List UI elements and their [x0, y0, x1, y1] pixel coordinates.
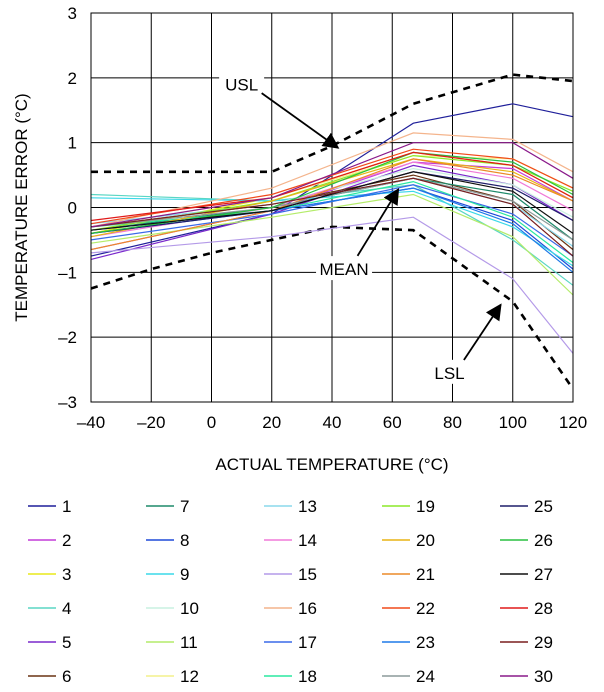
- series-line-15: [90, 216, 574, 354]
- legend-label: 13: [298, 497, 317, 516]
- x-tick-label: 80: [443, 413, 462, 432]
- legend: 1234567891011121314151617181920212223242…: [28, 497, 553, 686]
- legend-label: 15: [298, 565, 317, 584]
- legend-label: 2: [62, 531, 71, 550]
- spec-limit-lines: [90, 73, 575, 390]
- series-line-30: [90, 142, 574, 228]
- series-line-28: [90, 151, 574, 222]
- y-tick-label: –2: [58, 328, 77, 347]
- legend-label: 27: [534, 565, 553, 584]
- legend-label: 6: [62, 667, 71, 686]
- annotation-mean: MEAN: [319, 260, 368, 279]
- series-line-11: [90, 193, 574, 296]
- annotation-bg: [316, 256, 373, 281]
- legend-label: 29: [534, 633, 553, 652]
- legend-label: 21: [416, 565, 435, 584]
- legend-label: 25: [534, 497, 553, 516]
- y-tick-label: 2: [68, 69, 77, 88]
- series-line-22: [90, 148, 574, 225]
- x-tick-label: –20: [137, 413, 165, 432]
- y-tick-label: –3: [58, 393, 77, 412]
- annotation-arrow: [356, 187, 400, 257]
- annotation-arrow: [261, 92, 340, 149]
- legend-label: 5: [62, 633, 71, 652]
- legend-label: 4: [62, 599, 71, 618]
- legend-label: 19: [416, 497, 435, 516]
- legend-label: 30: [534, 667, 553, 686]
- legend-label: 10: [180, 599, 199, 618]
- annotation-lsl: LSL: [434, 364, 464, 383]
- x-tick-label: 40: [323, 413, 342, 432]
- series-line-17: [90, 184, 574, 257]
- y-axis-label: TEMPERATURE ERROR (°C): [12, 93, 31, 321]
- x-tick-labels: –40 –20 0 20 40 60 80 100 120: [77, 413, 587, 432]
- x-axis-label: ACTUAL TEMPERATURE (°C): [215, 455, 448, 474]
- x-tick-label: 60: [383, 413, 402, 432]
- limit-line-lsl: [90, 225, 575, 390]
- legend-label: 22: [416, 599, 435, 618]
- x-tick-label: 0: [207, 413, 216, 432]
- series-line-16: [90, 132, 574, 228]
- annotation-usl: USL: [225, 75, 258, 94]
- y-tick-label: –1: [58, 263, 77, 282]
- legend-label: 26: [534, 531, 553, 550]
- legend-label: 17: [298, 633, 317, 652]
- y-tick-label: 1: [68, 134, 77, 153]
- legend-label: 20: [416, 531, 435, 550]
- x-tick-label: 120: [559, 413, 587, 432]
- legend-label: 16: [298, 599, 317, 618]
- series-line-29: [90, 177, 574, 257]
- legend-label: 1: [62, 497, 71, 516]
- annotations: USL MEAN LSL: [219, 71, 502, 384]
- y-tick-label: 3: [68, 4, 77, 23]
- legend-label: 18: [298, 667, 317, 686]
- series-line-21: [90, 158, 574, 251]
- annotation-arrow: [463, 303, 502, 361]
- legend-label: 12: [180, 667, 199, 686]
- plot-frame: [90, 12, 574, 403]
- x-tick-label: 20: [262, 413, 281, 432]
- series-line-5: [90, 164, 574, 260]
- y-tick-labels: 3 2 1 0 –1 –2 –3: [58, 4, 77, 412]
- x-tick-label: 100: [499, 413, 527, 432]
- annotation-bg: [219, 71, 265, 96]
- legend-label: 28: [534, 599, 553, 618]
- series-line-19: [90, 154, 574, 231]
- annotation-bg: [426, 359, 472, 384]
- legend-label: 14: [298, 531, 317, 550]
- legend-label: 11: [180, 633, 198, 652]
- legend-label: 3: [62, 565, 71, 584]
- x-tick-label: –40: [77, 413, 105, 432]
- series-line-1: [90, 103, 574, 257]
- legend-label: 8: [180, 531, 189, 550]
- legend-label: 23: [416, 633, 435, 652]
- legend-label: 24: [416, 667, 435, 686]
- legend-label: 7: [180, 497, 189, 516]
- series-lines: [90, 103, 574, 354]
- limit-line-usl: [91, 73, 574, 174]
- legend-label: 9: [180, 565, 189, 584]
- series-line-27: [90, 171, 574, 234]
- y-tick-label: 0: [68, 199, 77, 218]
